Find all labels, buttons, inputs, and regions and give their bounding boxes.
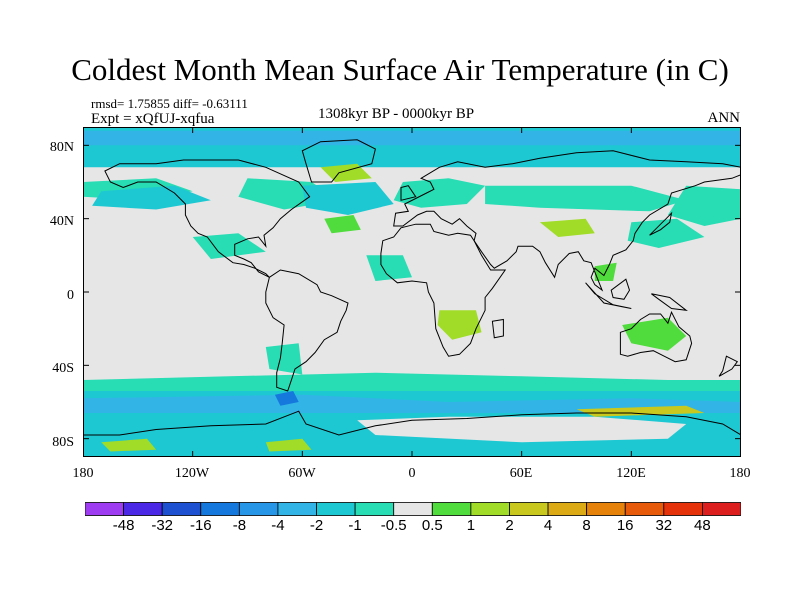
coast-madagascar [491,318,504,339]
patagonia-patch [265,343,303,375]
lat-label-80n: 80N [49,140,74,155]
colorbar-label: 1 [466,517,476,534]
coast-new-zealand [718,355,739,377]
coast-antarctica [83,410,741,457]
coast-africa [380,223,507,357]
map-title: Coldest Month Mean Surface Air Temperatu… [71,52,729,87]
colorbar-box [624,502,665,516]
lon-label-0: 0 [408,466,416,481]
colorbar-box [85,502,124,516]
lon-label-120e: 120E [616,466,646,481]
east-antarctica-neutral [357,416,687,443]
colorbar-label: -1 [348,517,362,534]
coast-south-america [265,269,349,392]
anomaly-field [83,127,741,457]
stats-block: rmsd= 1.75855 diff= -0.63111 Expt = xQfU… [91,96,248,128]
drake-cold-spot [274,391,299,406]
east-asia-patch [627,218,705,248]
europe-patch [393,178,486,208]
colorbar-label: 48 [694,517,711,534]
north-atlantic-patch [302,182,394,215]
period-label: 1308kyr BP - 0000kyr BP [318,106,475,122]
colorbar-box [200,502,240,516]
colorbar [85,502,741,516]
southern-ocean-edge [83,372,741,391]
colorbar-box [354,502,395,516]
colorbar-box [393,502,433,516]
colorbar-label: -16 [189,517,212,534]
lat-label-40n: 40N [49,214,74,229]
colorbar-label: -48 [112,517,135,534]
lat-label-80s: 80S [52,435,74,450]
west-africa-patch [366,255,412,281]
temperature-map [83,127,741,457]
colorbar-label: -8 [232,517,247,534]
rmsd-diff-stats: rmsd= 1.75855 diff= -0.63111 [91,96,248,111]
colorbar-label: -32 [151,517,174,534]
colorbar-label: -2 [309,517,324,534]
colorbar-box [123,502,163,516]
tibet-warm [539,218,595,237]
season-label: ANN [707,110,741,126]
colorbar-label: 16 [616,517,634,534]
north-pacific-inner [92,185,211,210]
colorbar-label: 0.5 [421,517,443,534]
colorbar-label: -4 [271,517,285,534]
south-africa-warm [437,310,482,340]
coast-uk [400,185,417,201]
lon-label-60e: 60E [509,466,533,481]
colorbar-box [702,502,741,516]
colorbar-box [663,502,703,516]
coast-eurasia [393,150,741,292]
southern-ocean-inner [83,394,741,413]
lat-label-40s: 40S [52,361,74,376]
lon-label-60w: 60W [288,466,316,481]
antarctic-coast-warm [576,405,705,417]
coastlines [83,139,741,457]
coast-indonesia [585,282,632,309]
colorbar-box [277,502,317,516]
coast-north-america [104,159,311,278]
greenland-warm [320,163,372,182]
lon-label-120w: 120W [174,466,210,481]
australia-warm [622,317,687,351]
coast-borneo [610,278,631,300]
colorbar-label: 32 [655,517,673,534]
colorbar-label: 2 [505,517,514,534]
colorbar-box [547,502,588,516]
colorbar-box [431,502,472,516]
coast-new-guinea [651,293,688,312]
coast-greenland [301,139,376,183]
atlantic-warm-spot [324,215,361,234]
lon-label-180e: 180 [729,466,751,481]
weddell-warm [265,438,312,452]
lat-label-0: 0 [67,288,74,303]
colorbar-box [470,502,510,516]
mexico-patch [192,233,266,259]
coast-australia [619,310,693,363]
colorbar-box [161,502,202,516]
colorbar-label: -0.5 [380,517,407,534]
ross-warm [101,438,157,452]
lon-label-180w: 180 [72,466,94,481]
coast-japan [649,211,673,236]
map-panel [83,127,741,457]
siberia-patch [485,185,687,212]
colorbar-label: 4 [543,517,553,534]
colorbar-box [238,502,279,516]
colorbar-box [509,502,549,516]
northwest-pacific-patch [667,185,741,226]
experiment-label: Expt = xQfUJ-xqfua [91,111,215,127]
colorbar-box [586,502,626,516]
colorbar-box [316,502,356,516]
polar-cap [83,130,741,146]
colorbar-label: 8 [582,517,591,534]
map-ticks [83,127,741,457]
